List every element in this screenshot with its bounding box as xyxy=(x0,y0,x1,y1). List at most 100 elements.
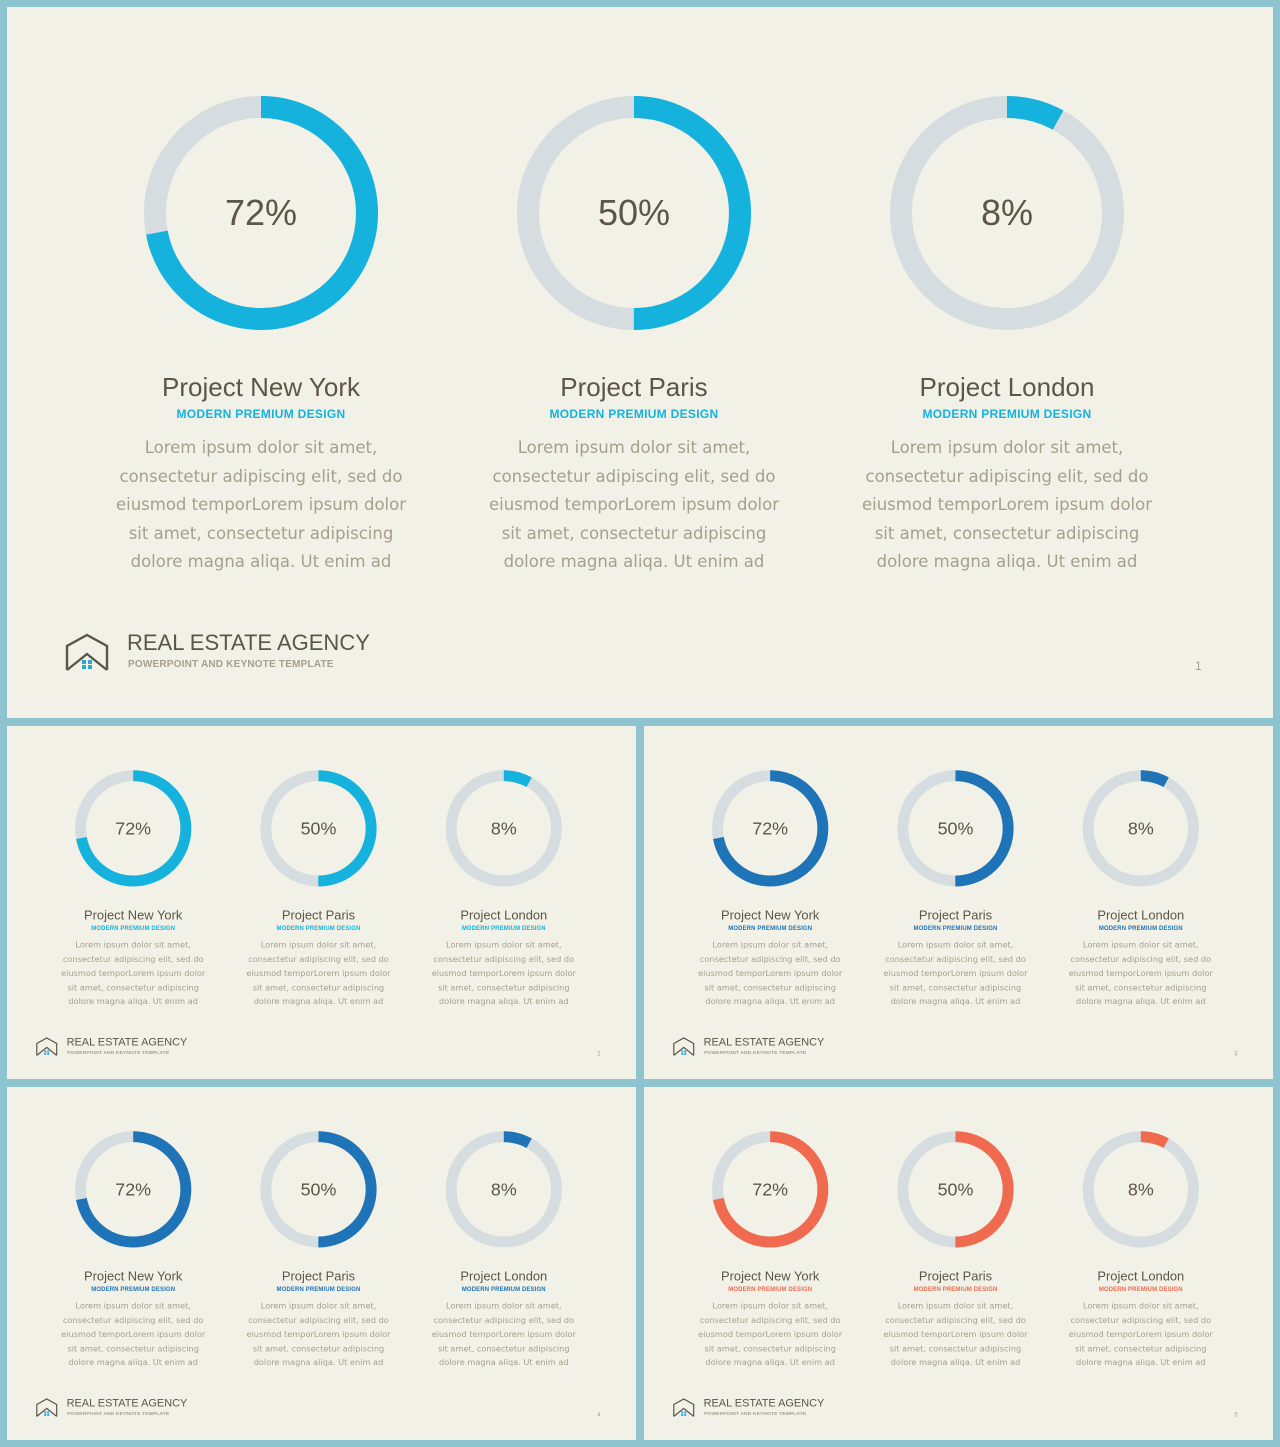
house-logo-icon xyxy=(673,1037,695,1056)
ring-progress-arc xyxy=(445,1131,562,1248)
project-card: 50% Project Paris MODERN PREMIUM DESIGN … xyxy=(239,770,398,1009)
brand-tagline: POWERPOINT AND KEYNOTE TEMPLATE xyxy=(67,1049,170,1056)
page-number: 2 xyxy=(597,1049,601,1057)
project-subtitle: MODERN PREMIUM DESIGN xyxy=(176,407,346,421)
progress-ring: 50% xyxy=(897,770,1014,887)
percent-label: 72% xyxy=(224,192,298,233)
slide-1: 72% Project New York MODERN PREMIUM DESI… xyxy=(7,7,1273,718)
progress-ring: 72% xyxy=(712,1131,829,1248)
project-card: 72% Project New York MODERN PREMIUM DESI… xyxy=(54,770,213,1009)
ring-progress-arc xyxy=(260,770,377,887)
progress-ring: 50% xyxy=(260,770,377,887)
project-subtitle: MODERN PREMIUM DESIGN xyxy=(728,1285,813,1293)
ring-progress-arc xyxy=(260,1131,377,1248)
project-description: Lorem ipsum dolor sit amet, consectetur … xyxy=(698,1301,843,1368)
progress-ring: 72% xyxy=(712,770,829,887)
slide-2: 72% Project New York MODERN PREMIUM DESI… xyxy=(7,726,636,1079)
project-description: Lorem ipsum dolor sit amet, consectetur … xyxy=(488,438,780,572)
brand-name: REAL ESTATE AGENCY xyxy=(703,1396,825,1409)
project-card: 72% Project New York MODERN PREMIUM DESI… xyxy=(691,770,850,1009)
project-title: Project Paris xyxy=(281,1268,356,1284)
project-subtitle: MODERN PREMIUM DESIGN xyxy=(549,407,719,421)
project-subtitle: MODERN PREMIUM DESIGN xyxy=(913,1285,998,1293)
project-subtitle: MODERN PREMIUM DESIGN xyxy=(728,924,813,932)
project-description: Lorem ipsum dolor sit amet, consectetur … xyxy=(861,438,1153,572)
slide-content: 72% Project New York MODERN PREMIUM DESI… xyxy=(644,726,1273,1079)
ring-progress-arc xyxy=(897,770,1014,887)
project-card: 50% Project Paris MODERN PREMIUM DESIGN … xyxy=(239,1131,398,1370)
brand-name: REAL ESTATE AGENCY xyxy=(703,1035,825,1048)
project-title: Project London xyxy=(1097,1268,1185,1284)
project-subtitle: MODERN PREMIUM DESIGN xyxy=(276,1285,361,1293)
slide-content: 72% Project New York MODERN PREMIUM DESI… xyxy=(644,1087,1273,1440)
project-title: Project London xyxy=(460,907,548,923)
brand-tagline: POWERPOINT AND KEYNOTE TEMPLATE xyxy=(67,1410,170,1417)
project-title: Project Paris xyxy=(281,907,356,923)
percent-label: 8% xyxy=(1127,1178,1154,1200)
project-card: 50% Project Paris MODERN PREMIUM DESIGN … xyxy=(876,770,1035,1009)
project-description: Lorem ipsum dolor sit amet, consectetur … xyxy=(883,1301,1028,1368)
project-card: 50% Project Paris MODERN PREMIUM DESIGN … xyxy=(876,1131,1035,1370)
percent-label: 50% xyxy=(937,1178,974,1200)
ring-progress-arc xyxy=(712,770,829,887)
project-title: Project New York xyxy=(721,1268,820,1284)
progress-ring-graphic xyxy=(897,770,1014,887)
ring-progress-arc xyxy=(75,1131,192,1248)
percent-label: 72% xyxy=(115,817,152,839)
percent-label: 72% xyxy=(752,1178,789,1200)
percent-label: 72% xyxy=(752,817,789,839)
house-logo-icon xyxy=(36,1037,58,1056)
brand-tagline: POWERPOINT AND KEYNOTE TEMPLATE xyxy=(704,1410,807,1417)
progress-ring-graphic xyxy=(1082,770,1199,887)
progress-ring: 72% xyxy=(75,770,192,887)
brand-tagline: POWERPOINT AND KEYNOTE TEMPLATE xyxy=(128,659,334,670)
progress-ring-graphic xyxy=(517,96,751,330)
progress-ring: 50% xyxy=(897,1131,1014,1248)
project-subtitle: MODERN PREMIUM DESIGN xyxy=(913,924,998,932)
progress-ring-graphic xyxy=(445,1131,562,1248)
project-title: Project Paris xyxy=(918,907,993,923)
project-card: 72% Project New York MODERN PREMIUM DESI… xyxy=(691,1131,850,1370)
percent-label: 72% xyxy=(115,1178,152,1200)
project-title: Project Paris xyxy=(560,372,708,402)
progress-ring: 72% xyxy=(143,95,379,331)
brand-name: REAL ESTATE AGENCY xyxy=(66,1396,188,1409)
project-title: Project Paris xyxy=(918,1268,993,1284)
project-description: Lorem ipsum dolor sit amet, consectetur … xyxy=(246,1301,391,1368)
project-card: 50% Project Paris MODERN PREMIUM DESIGN … xyxy=(474,95,794,577)
ring-progress-arc xyxy=(1082,770,1199,887)
project-card: 8% Project London MODERN PREMIUM DESIGN … xyxy=(424,770,583,1009)
project-title: Project London xyxy=(1097,907,1185,923)
ring-progress-arc xyxy=(890,96,1124,330)
house-logo-icon xyxy=(36,1398,58,1417)
progress-ring-graphic xyxy=(260,770,377,887)
project-title: Project New York xyxy=(84,1268,183,1284)
slide-5: 72% Project New York MODERN PREMIUM DESI… xyxy=(644,1087,1273,1440)
project-card: 72% Project New York MODERN PREMIUM DESI… xyxy=(101,95,421,577)
project-card: 8% Project London MODERN PREMIUM DESIGN … xyxy=(424,1131,583,1370)
percent-label: 8% xyxy=(980,192,1034,233)
percent-label: 50% xyxy=(937,817,974,839)
ring-progress-arc xyxy=(445,770,562,887)
project-title: Project New York xyxy=(162,372,360,402)
project-card: 8% Project London MODERN PREMIUM DESIGN … xyxy=(1061,1131,1220,1370)
percent-label: 50% xyxy=(597,192,671,233)
brand-name: REAL ESTATE AGENCY xyxy=(127,630,370,655)
progress-ring-graphic xyxy=(75,1131,192,1248)
progress-ring-graphic xyxy=(897,1131,1014,1248)
project-subtitle: MODERN PREMIUM DESIGN xyxy=(91,1285,176,1293)
ring-progress-arc xyxy=(897,1131,1014,1248)
page-number: 3 xyxy=(1234,1049,1238,1057)
project-card: 8% Project London MODERN PREMIUM DESIGN … xyxy=(847,95,1167,577)
progress-ring-graphic xyxy=(75,770,192,887)
project-description: Lorem ipsum dolor sit amet, consectetur … xyxy=(246,940,391,1007)
project-description: Lorem ipsum dolor sit amet, consectetur … xyxy=(1068,1301,1213,1368)
progress-ring-graphic xyxy=(712,770,829,887)
progress-ring-graphic xyxy=(144,96,378,330)
percent-label: 50% xyxy=(300,817,337,839)
slide-content: 72% Project New York MODERN PREMIUM DESI… xyxy=(7,726,636,1079)
project-subtitle: MODERN PREMIUM DESIGN xyxy=(922,407,1092,421)
project-description: Lorem ipsum dolor sit amet, consectetur … xyxy=(115,438,407,572)
ring-progress-arc xyxy=(75,770,192,887)
project-description: Lorem ipsum dolor sit amet, consectetur … xyxy=(61,1301,206,1368)
